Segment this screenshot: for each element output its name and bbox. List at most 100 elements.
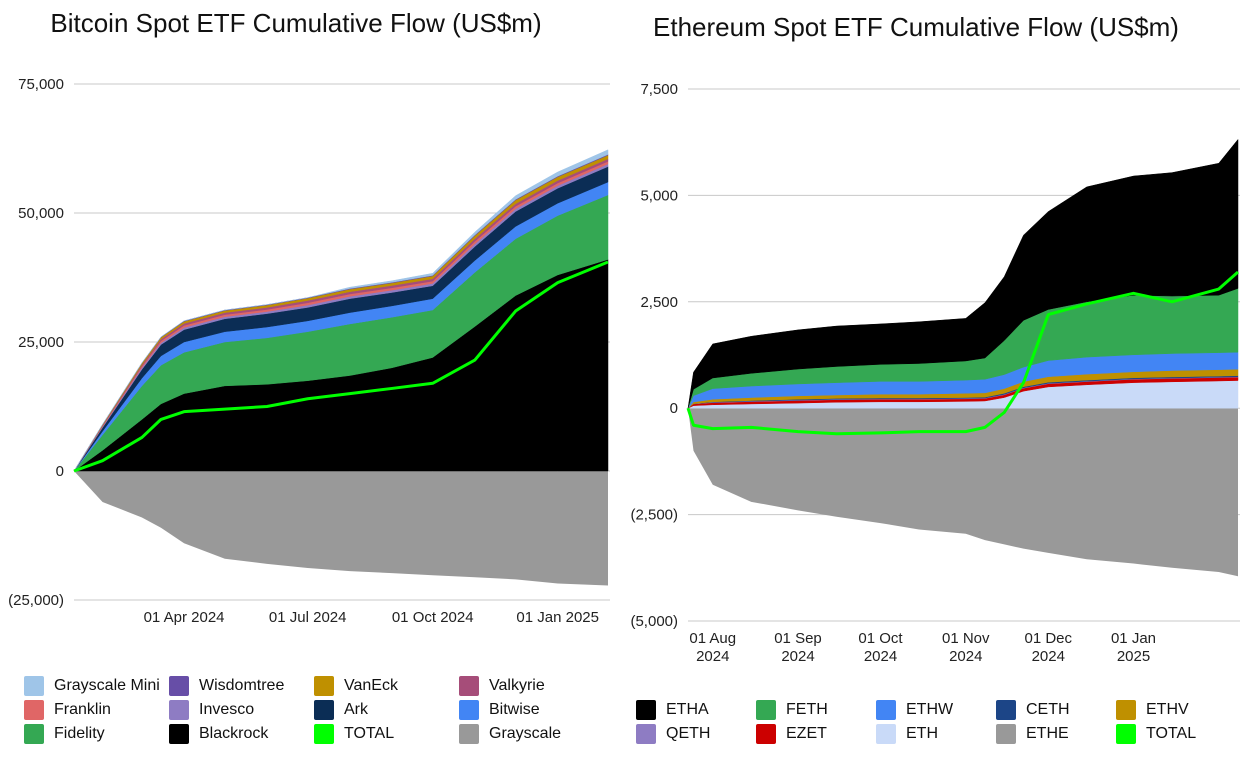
bitcoin-chart: Bitcoin Spot ETF Cumulative Flow (US$m) (…	[8, 8, 610, 626]
legend-swatch	[24, 676, 44, 696]
legend-swatch	[636, 724, 656, 744]
legend-label: Wisdomtree	[199, 677, 285, 694]
x-tick-label: 2024	[696, 648, 729, 665]
legend-item: Grayscale Mini	[24, 676, 169, 696]
area-grayscale	[74, 471, 608, 586]
legend-swatch	[756, 724, 776, 744]
x-tick-label: 01 Jan 2025	[516, 609, 599, 626]
legend-item: ETHV	[1116, 700, 1236, 720]
legend-swatch	[459, 724, 479, 744]
y-tick-label: 5,000	[640, 187, 678, 204]
legend-swatch	[756, 700, 776, 720]
legend-label: ETH	[906, 725, 938, 742]
legend-label: Valkyrie	[489, 677, 545, 694]
legend-label: CETH	[1026, 701, 1070, 718]
legend-item: Grayscale	[459, 724, 604, 744]
ethereum-chart: Ethereum Spot ETF Cumulative Flow (US$m)…	[630, 12, 1240, 665]
legend-item: Invesco	[169, 700, 314, 720]
legend-item: FETH	[756, 700, 876, 720]
y-tick-label: 25,000	[18, 334, 64, 351]
legend-swatch	[24, 700, 44, 720]
x-tick-label: 01 Apr 2024	[144, 609, 225, 626]
legend-label: Bitwise	[489, 701, 540, 718]
x-tick-label: 01 Jan	[1111, 630, 1156, 647]
line-total	[73, 260, 609, 473]
legend-swatch	[996, 700, 1016, 720]
legend-swatch	[169, 724, 189, 744]
x-tick-label: 01 Jul 2024	[269, 609, 347, 626]
x-tick-label: 01 Sep	[774, 630, 822, 647]
legend-label: TOTAL	[344, 725, 395, 742]
legend-label: ETHE	[1026, 725, 1069, 742]
legend-swatch	[459, 700, 479, 720]
legend-swatch	[636, 700, 656, 720]
chart-title: Bitcoin Spot ETF Cumulative Flow (US$m)	[50, 8, 541, 38]
legend-label: Invesco	[199, 701, 255, 718]
legend-label: ETHW	[906, 701, 954, 718]
legend-item: Valkyrie	[459, 676, 604, 696]
legend-swatch	[169, 676, 189, 696]
y-tick-label: 2,500	[640, 294, 678, 311]
x-tick-label: 2025	[1117, 648, 1150, 665]
bitcoin-legend: Grayscale Mini Wisdomtree VanEck Valkyrie Fr…	[24, 676, 604, 744]
chart-title: Ethereum Spot ETF Cumulative Flow (US$m)	[653, 12, 1179, 42]
ethereum-legend: ETHA FETH ETHW CETH ETHV QETH EZET ETH ETHE TOTAL	[636, 700, 1236, 744]
legend-item: VanEck	[314, 676, 459, 696]
legend-item: Ark	[314, 700, 459, 720]
legend-item: Wisdomtree	[169, 676, 314, 696]
y-tick-label: (2,500)	[630, 507, 678, 524]
y-tick-label: (5,000)	[630, 613, 678, 630]
x-tick-label: 2024	[949, 648, 982, 665]
x-tick-label: 01 Aug	[689, 630, 736, 647]
legend-item: EZET	[756, 724, 876, 744]
legend-label: Blackrock	[199, 725, 269, 742]
y-tick-label: 0	[56, 463, 64, 480]
legend-item: ETH	[876, 724, 996, 744]
y-tick-label: 0	[670, 400, 678, 417]
legend-label: Grayscale	[489, 725, 562, 742]
legend-item: ETHE	[996, 724, 1116, 744]
legend-item: Franklin	[24, 700, 169, 720]
y-tick-label: (25,000)	[8, 592, 64, 609]
legend-item: QETH	[636, 724, 756, 744]
legend-label: TOTAL	[1146, 725, 1197, 742]
legend-label: Franklin	[54, 701, 111, 718]
legend-label: QETH	[666, 725, 711, 742]
legend-item: ETHA	[636, 700, 756, 720]
legend-swatch	[24, 724, 44, 744]
legend-swatch	[876, 700, 896, 720]
legend-item: Blackrock	[169, 724, 314, 744]
x-tick-label: 2024	[1032, 648, 1065, 665]
y-tick-label: 50,000	[18, 205, 64, 222]
x-tick-label: 2024	[781, 648, 814, 665]
y-tick-label: 75,000	[18, 76, 64, 93]
legend-swatch	[996, 724, 1016, 744]
legend-item: Bitwise	[459, 700, 604, 720]
legend-swatch	[314, 676, 334, 696]
legend-swatch	[1116, 700, 1136, 720]
line-total	[686, 270, 1239, 436]
legend-label: FETH	[786, 701, 828, 718]
legend-label: Ark	[344, 701, 368, 718]
legend-label: Grayscale Mini	[54, 677, 160, 694]
legend-item: CETH	[996, 700, 1116, 720]
legend-item: ETHW	[876, 700, 996, 720]
area-etha	[687, 138, 1239, 409]
legend-swatch	[169, 700, 189, 720]
legend-label: ETHV	[1146, 701, 1189, 718]
legend-swatch	[459, 676, 479, 696]
legend-label: Fidelity	[54, 725, 105, 742]
x-tick-label: 2024	[864, 648, 897, 665]
y-tick-label: 7,500	[640, 81, 678, 98]
x-tick-label: 01 Oct 2024	[392, 609, 474, 626]
legend-label: EZET	[786, 725, 827, 742]
x-tick-label: 01 Nov	[942, 630, 990, 647]
legend-swatch	[314, 724, 334, 744]
legend-label: VanEck	[344, 677, 398, 694]
x-tick-label: 01 Dec	[1024, 630, 1072, 647]
area-ethe	[688, 408, 1238, 577]
x-tick-label: 01 Oct	[858, 630, 903, 647]
legend-item: TOTAL	[1116, 724, 1236, 744]
legend-label: ETHA	[666, 701, 709, 718]
